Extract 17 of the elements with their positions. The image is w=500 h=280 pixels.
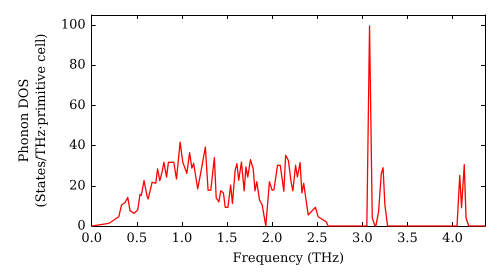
y-tick-label: 0 bbox=[77, 218, 86, 234]
x-tick-label: 4.0 bbox=[442, 231, 463, 246]
x-tick-label: 2.5 bbox=[306, 231, 328, 246]
x-tick-label: 1.0 bbox=[172, 231, 192, 246]
x-tick-label: 2.0 bbox=[262, 231, 282, 246]
x-tick-label: 3.5 bbox=[397, 231, 418, 246]
y-tick-label: 80 bbox=[69, 58, 86, 73]
y-tick-label: 100 bbox=[60, 18, 86, 33]
x-tick-label: 0.0 bbox=[81, 231, 102, 246]
x-axis-title: Frequency (THz) bbox=[232, 251, 344, 266]
y-tick-label: 40 bbox=[69, 138, 86, 154]
y-axis-title: Phonon DOS (States/THz·primitive cell) bbox=[17, 33, 49, 208]
y-tick-label: 20 bbox=[69, 178, 86, 194]
x-tick-label: 1.5 bbox=[216, 231, 238, 246]
x-tick-label: 3.0 bbox=[352, 231, 373, 246]
y-tick-label: 60 bbox=[69, 98, 86, 113]
x-tick-label: 0.5 bbox=[126, 231, 148, 246]
